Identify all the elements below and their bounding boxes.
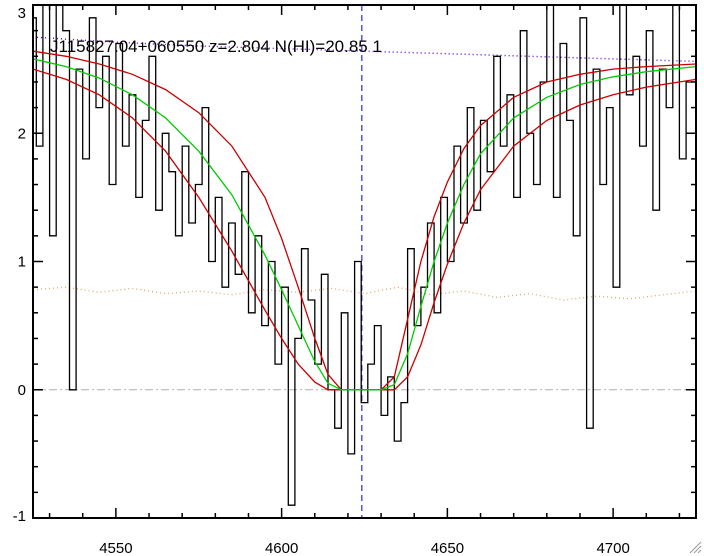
x-tick-label: 4700: [596, 540, 629, 556]
x-tick-label: 4650: [431, 540, 464, 556]
resize-grip-icon[interactable]: [689, 541, 702, 554]
reference-lines: [33, 5, 696, 518]
x-tick-label: 4600: [265, 540, 298, 556]
y-tick-label: -1: [13, 508, 26, 525]
fit-series-line: [33, 58, 696, 391]
fit-upper-bound-line: [33, 50, 696, 391]
y-tick-label: 3: [18, 5, 26, 22]
fit-lower-bound-line: [33, 68, 696, 391]
x-tick-label: 4550: [99, 540, 132, 556]
plot-frame: [32, 4, 697, 519]
axes: 4550 4600 4650 4700 -1 0 1 2 3: [13, 4, 696, 556]
fit-layer: [33, 50, 696, 391]
flux-layer: [33, 5, 693, 506]
flux-series-line: [33, 5, 693, 506]
continuum-series-line: [33, 36, 696, 63]
chart-title: J115827.04+060550 z=2.804 N(HI)=20.85 1: [50, 37, 382, 56]
y-tick-label: 2: [18, 125, 26, 142]
y-tick-label: 1: [18, 254, 26, 271]
error-series-line: [33, 286, 696, 301]
continuum-layer: [33, 36, 696, 63]
y-tick-label: 0: [18, 382, 26, 399]
error-layer: [33, 286, 696, 301]
